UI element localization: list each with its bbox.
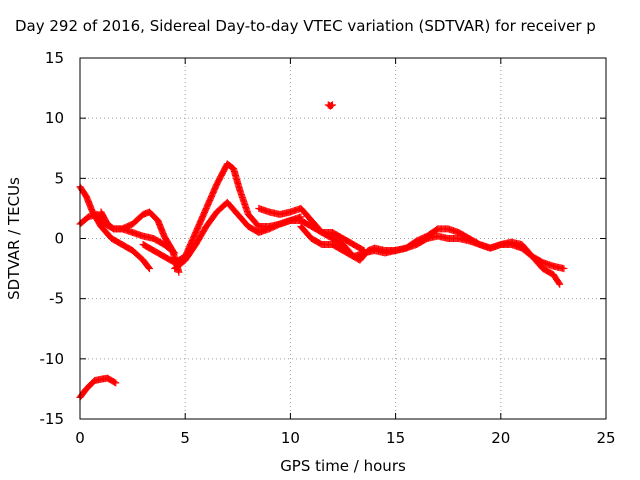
y-tick-label: 10 xyxy=(45,109,64,127)
data-point xyxy=(175,268,183,276)
y-tick-label: -5 xyxy=(49,290,64,308)
y-tick-label: -15 xyxy=(40,410,65,428)
data-point xyxy=(112,379,120,387)
data-point xyxy=(328,101,336,109)
series-track-c xyxy=(76,374,120,401)
y-tick-label: 5 xyxy=(54,169,64,187)
data-point xyxy=(145,265,153,273)
data-point xyxy=(556,280,564,288)
grid xyxy=(80,58,606,419)
y-axis-label: SDTVAR / TECUs xyxy=(5,177,23,300)
chart-title: Day 292 of 2016, Sidereal Day-to-day VTE… xyxy=(15,17,596,35)
data-point xyxy=(555,279,563,287)
data-point xyxy=(560,265,568,273)
x-tick-label: 0 xyxy=(75,429,85,447)
data-point xyxy=(145,264,153,272)
series-outlier xyxy=(324,101,336,110)
ticks: 0 5 10 15 20 25 -15 -10 -5 0 5 10 15 xyxy=(40,49,616,447)
series-track-d xyxy=(97,208,183,276)
y-tick-label: 0 xyxy=(54,230,64,248)
x-tick-label: 15 xyxy=(386,429,405,447)
data-point xyxy=(327,102,335,110)
x-axis-label: GPS time / hours xyxy=(280,457,406,475)
data-layer xyxy=(76,101,568,401)
x-tick-label: 20 xyxy=(491,429,510,447)
x-tick-label: 5 xyxy=(180,429,190,447)
x-tick-label: 10 xyxy=(281,429,300,447)
series-track-f xyxy=(171,198,368,273)
y-tick-label: 15 xyxy=(45,49,64,67)
data-point xyxy=(111,378,119,386)
x-tick-label: 25 xyxy=(596,429,615,447)
series-track-a xyxy=(76,183,153,273)
series-track-h xyxy=(297,222,564,288)
y-tick-label: -10 xyxy=(40,350,65,368)
